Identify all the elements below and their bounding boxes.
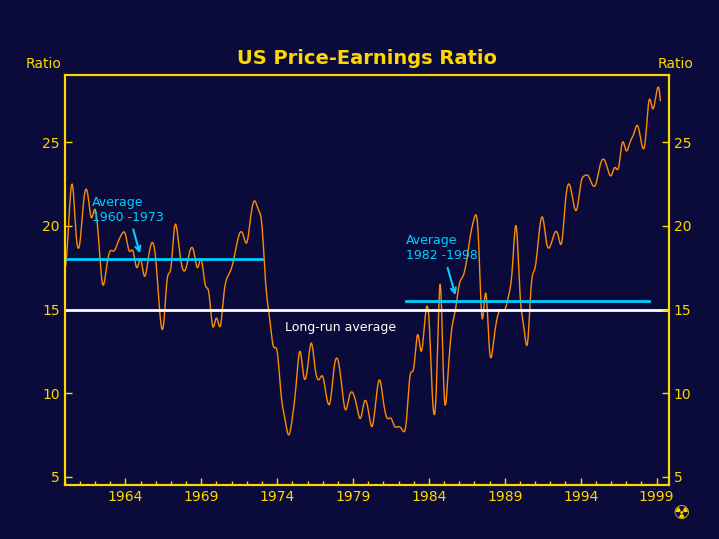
Text: Average
1982 -1998: Average 1982 -1998 <box>406 234 478 293</box>
Title: US Price-Earnings Ratio: US Price-Earnings Ratio <box>237 50 497 68</box>
Text: Ratio: Ratio <box>25 57 61 71</box>
Text: Ratio: Ratio <box>658 57 694 71</box>
Text: Long-run average: Long-run average <box>285 321 396 334</box>
Text: ☢: ☢ <box>673 504 690 523</box>
Text: Average
1960 -1973: Average 1960 -1973 <box>92 196 164 251</box>
